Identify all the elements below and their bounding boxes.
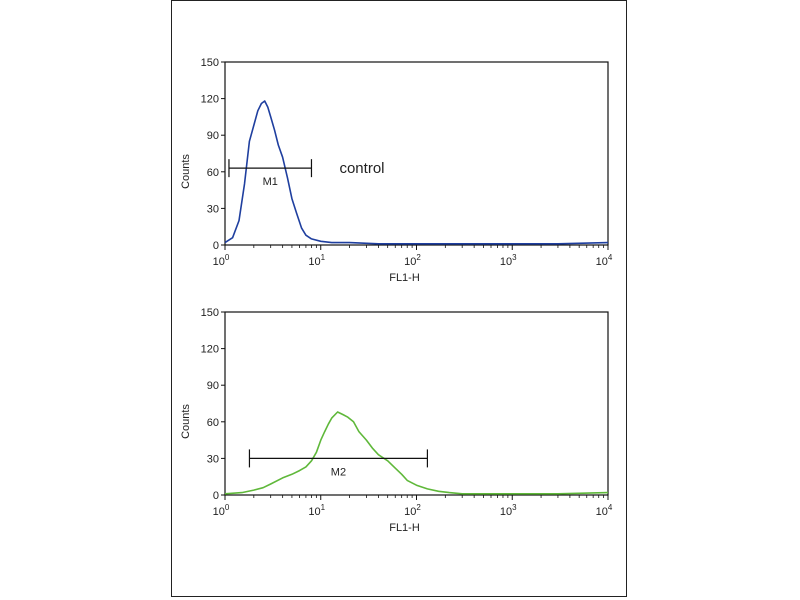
x-tick-exponent: 4 bbox=[608, 503, 613, 512]
gate-label: M1 bbox=[263, 176, 278, 188]
y-tick-label: 120 bbox=[201, 94, 219, 106]
x-tick-base: 10 bbox=[213, 256, 225, 268]
gate-label: M2 bbox=[331, 466, 346, 478]
x-tick-base: 10 bbox=[500, 256, 512, 268]
x-tick-exponent: 1 bbox=[321, 253, 326, 262]
histogram-line bbox=[224, 100, 609, 245]
x-tick-exponent: 2 bbox=[416, 253, 421, 262]
y-tick-label: 30 bbox=[207, 203, 219, 215]
y-tick-label: 30 bbox=[207, 453, 219, 465]
y-tick-label: 0 bbox=[213, 240, 219, 252]
x-tick-exponent: 0 bbox=[225, 253, 230, 262]
x-tick-exponent: 1 bbox=[321, 503, 326, 512]
x-tick-label: 100 bbox=[213, 503, 230, 518]
x-tick-label: 100 bbox=[213, 253, 230, 268]
y-axis-title: Counts bbox=[180, 154, 192, 189]
x-tick-exponent: 3 bbox=[512, 253, 517, 262]
x-tick-exponent: 2 bbox=[416, 503, 421, 512]
histogram-line bbox=[224, 411, 609, 495]
x-tick-base: 10 bbox=[404, 506, 416, 518]
x-tick-label: 102 bbox=[404, 253, 421, 268]
x-axis-title: FL1-H bbox=[389, 522, 420, 534]
figure-frame: 0 30 60 90 120 150 100 101 102 103 104 FL1-H Counts M… bbox=[171, 0, 627, 597]
y-tick-label: 150 bbox=[201, 57, 219, 69]
x-tick-label: 103 bbox=[500, 253, 517, 268]
plot-area bbox=[224, 311, 609, 496]
y-tick-label: 120 bbox=[201, 344, 219, 356]
x-tick-base: 10 bbox=[500, 506, 512, 518]
y-tick-label: 90 bbox=[207, 380, 219, 392]
x-tick-exponent: 4 bbox=[608, 253, 613, 262]
y-tick-label: 90 bbox=[207, 130, 219, 142]
y-axis-title: Counts bbox=[180, 404, 192, 439]
x-tick-base: 10 bbox=[596, 256, 608, 268]
x-tick-exponent: 3 bbox=[512, 503, 517, 512]
x-tick-label: 104 bbox=[596, 503, 613, 518]
x-tick-exponent: 0 bbox=[225, 503, 230, 512]
x-tick-base: 10 bbox=[596, 506, 608, 518]
y-tick-label: 150 bbox=[201, 307, 219, 319]
x-tick-label: 103 bbox=[500, 503, 517, 518]
x-tick-base: 10 bbox=[308, 256, 320, 268]
y-tick-label: 60 bbox=[207, 417, 219, 429]
x-tick-label: 101 bbox=[308, 253, 325, 268]
x-tick-label: 101 bbox=[308, 503, 325, 518]
plot-area bbox=[224, 61, 609, 246]
y-tick-label: 60 bbox=[207, 167, 219, 179]
x-tick-label: 104 bbox=[596, 253, 613, 268]
x-tick-base: 10 bbox=[308, 506, 320, 518]
y-tick-label: 0 bbox=[213, 490, 219, 502]
x-axis-title: FL1-H bbox=[389, 272, 420, 284]
x-tick-base: 10 bbox=[213, 506, 225, 518]
x-tick-base: 10 bbox=[404, 256, 416, 268]
control-annotation: control bbox=[339, 160, 384, 177]
x-tick-label: 102 bbox=[404, 503, 421, 518]
